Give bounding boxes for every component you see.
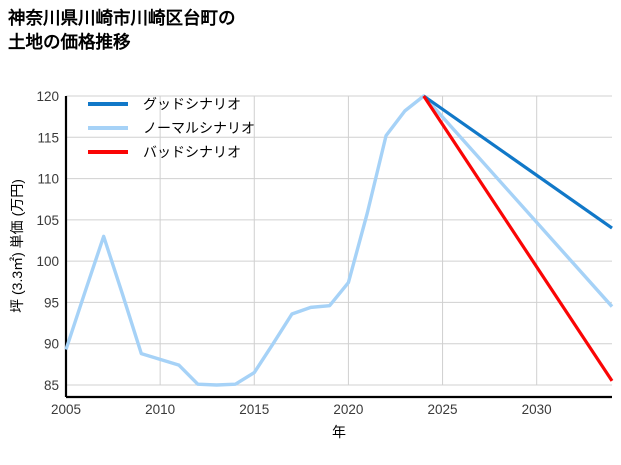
x-tick-label: 2020 (333, 402, 363, 417)
y-gridlines (66, 95, 612, 386)
y-tick-label: 110 (37, 172, 59, 187)
x-tick-labels: 2005 2010 2015 2020 2025 2030 (51, 402, 552, 417)
chart-title: 神奈川県川崎市川崎区台町の 土地の価格推移 (8, 6, 428, 54)
x-axis-title: 年 (332, 424, 346, 440)
legend-label: グッドシナリオ (143, 96, 241, 112)
series-line (422, 95, 614, 382)
x-tick-label: 2030 (522, 402, 552, 417)
x-tick-label: 2010 (145, 402, 175, 417)
series-line (422, 94, 613, 230)
x-tick-label: 2025 (428, 402, 458, 417)
legend-label: バッドシナリオ (143, 144, 241, 160)
legend-label: ノーマルシナリオ (143, 120, 255, 136)
axis-spines (64, 96, 612, 399)
y-tick-label: 95 (44, 295, 59, 310)
y-axis-title: 坪 (3.3㎡) 単価 (万円) (9, 179, 25, 313)
y-tick-label: 115 (37, 130, 59, 145)
chart-title-line-1: 神奈川県川崎市川崎区台町の (8, 8, 236, 28)
chart-title-line-2: 土地の価格推移 (8, 32, 131, 53)
y-tick-label: 90 (44, 337, 59, 352)
x-tick-label: 2005 (51, 402, 81, 417)
series-line (64, 94, 614, 387)
data-series-group (64, 94, 614, 387)
x-tick-label: 2015 (239, 402, 269, 417)
y-tick-label: 105 (36, 213, 59, 228)
y-tick-label: 100 (36, 254, 59, 269)
y-tick-label: 120 (36, 89, 59, 104)
y-tick-labels: 85 90 95 100 105 110 115 120 (36, 89, 59, 393)
y-tick-label: 85 (44, 378, 59, 393)
